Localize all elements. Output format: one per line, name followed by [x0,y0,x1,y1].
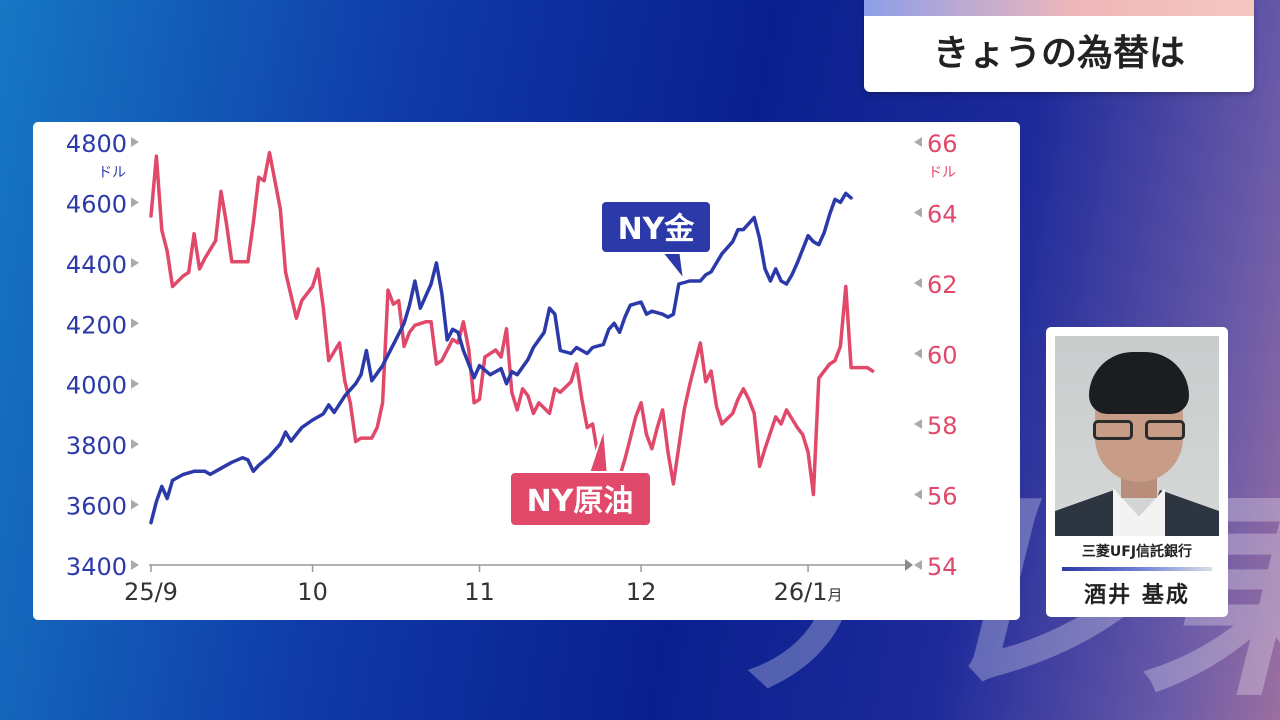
x-tick-label: 25/9 [124,578,178,606]
right-tick-arrow [914,419,922,429]
left-axis-unit: ドル [98,165,126,181]
right-tick-label: 58 [927,412,958,440]
left-tick-label: 3400 [66,553,127,581]
right-tick-label: 56 [927,483,958,511]
left-tick-label: 4000 [66,372,127,400]
right-tick-arrow [914,348,922,359]
presenter-organization: 三菱UFJ信託銀行 [1081,544,1193,560]
left-tick-label: 3600 [66,493,127,521]
left-tick-label: 4400 [66,251,127,279]
right-tick-label: 60 [927,342,958,370]
x-tick-label: 10 [297,578,328,606]
chart-card: 4800 4600 4400 4200 4000 3800 3600 3400 ドル 66 64 62… [33,122,1020,620]
presenter-divider [1062,567,1212,571]
left-tick-arrow [131,197,139,208]
left-tick-arrow [131,137,139,147]
x-tick-label: 11 [464,578,495,606]
gold-callout-pointer [659,249,685,281]
left-tick-label: 4200 [66,311,127,339]
right-tick-arrow [914,137,922,147]
gold-price-line [149,191,853,525]
gold-callout-box [600,200,712,254]
page-title: きょうの為替は [932,33,1185,74]
title-accent-bar [864,0,1254,16]
oil-callout-pointer [587,427,609,477]
x-tick-label: 12 [626,578,657,606]
gold-callout-label: NY金 [618,212,696,247]
presenter-card: 三菱UFJ信託銀行 酒井 基成 [1046,327,1228,617]
left-tick-label: 4800 [66,130,127,158]
left-tick-arrow [131,257,139,268]
left-tick-label: 4600 [66,190,127,218]
right-axis-unit: ドル [928,165,956,181]
title-box: きょうの為替は [864,0,1254,92]
left-tick-arrow [131,318,139,329]
presenter-photo [1055,336,1219,536]
oil-callout-box [509,471,652,527]
left-tick-arrow [131,378,139,389]
right-tick-arrow [914,489,922,500]
oil-price-line [149,150,875,518]
right-tick-label: 66 [927,130,958,158]
right-tick-arrow [914,278,922,288]
left-tick-label: 3800 [66,432,127,460]
left-tick-arrow [131,499,139,510]
x-tick-label: 26/1月 [774,578,843,606]
oil-callout-label: NY原油 [527,484,634,519]
left-tick-arrow [131,560,139,570]
left-tick-arrow [131,439,139,450]
right-tick-label: 54 [927,553,958,581]
right-tick-arrow [914,560,922,570]
presenter-name: 酒井 基成 [1084,583,1190,608]
right-tick-arrow [914,207,922,218]
right-tick-label: 64 [927,201,958,229]
right-tick-label: 62 [927,271,958,299]
x-axis-arrow [905,559,913,571]
price-chart: 4800 4600 4400 4200 4000 3800 3600 3400 ドル 66 64 62… [66,130,958,606]
